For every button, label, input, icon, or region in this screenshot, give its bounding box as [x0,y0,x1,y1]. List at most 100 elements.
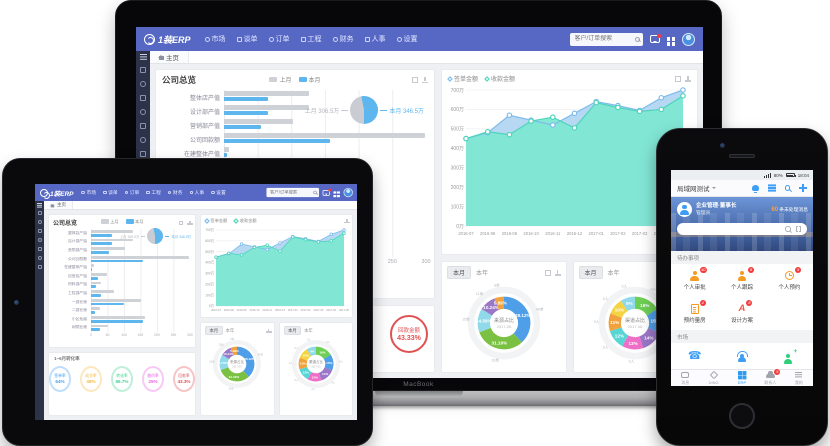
erp-logo[interactable]: 1装ERP [40,188,73,199]
tab-this-year[interactable]: 本年 [304,327,313,333]
download-icon[interactable] [685,75,691,82]
print-icon[interactable] [675,75,681,82]
tab-this-month[interactable]: 本月 [578,266,603,279]
menu-item[interactable]: 工程 [146,189,161,196]
message-icon[interactable] [322,188,331,196]
customer-service-shortcut[interactable] [718,343,765,369]
tab-chat[interactable]: 消息 [671,370,699,386]
settings-icon[interactable] [140,151,146,158]
tab-this-year[interactable]: 本年 [476,271,489,277]
search-icon[interactable] [312,190,317,195]
menu-item[interactable]: 订单 [124,189,139,196]
message-icon[interactable] [140,67,146,74]
menu-icon[interactable] [37,203,42,204]
scan-icon[interactable] [795,226,801,232]
tab-ding[interactable]: DING [699,370,727,386]
bar-row: 在建整体产值 [51,263,190,272]
tab-mine[interactable]: 我的 [785,370,813,386]
download-icon[interactable] [344,219,350,223]
tab-home[interactable]: 主页 [44,201,73,209]
staff-icon[interactable] [37,238,42,242]
list-icon[interactable] [767,187,776,189]
enterprise-banner[interactable]: 企业管理·董事长 管理员 60条未处理消息 [671,197,813,251]
settings-icon[interactable] [37,265,42,269]
menu-item[interactable]: 设置 [396,34,418,44]
staff-icon[interactable] [140,109,146,116]
plus-icon[interactable] [799,184,807,192]
orders-icon[interactable] [140,123,146,130]
svg-text:2016-08: 2016-08 [224,308,234,312]
search-icon[interactable] [140,137,146,144]
tab-this-month[interactable]: 本月 [283,326,302,335]
search-icon[interactable] [634,36,640,42]
menu-item[interactable]: 谈单 [236,34,258,44]
legend-item[interactable]: 本月 [125,219,143,225]
search-bar[interactable] [677,223,807,235]
tab-this-year[interactable]: 本年 [607,271,620,277]
print-icon[interactable] [412,77,418,83]
apps-icon[interactable] [666,37,670,41]
customer-icon[interactable] [37,229,42,233]
avatar[interactable] [682,32,695,46]
tab-this-year[interactable]: 本年 [225,327,235,333]
menu-item[interactable]: 财务 [167,189,183,196]
print-icon[interactable] [179,220,183,225]
menu-item[interactable]: 订单 [268,34,290,44]
tab-contacts[interactable]: 5 联系人 [764,368,781,385]
todo-item[interactable]: 40 个人审批 [683,267,707,291]
legend-item[interactable]: 上月 [100,219,119,225]
home-button[interactable] [729,403,755,429]
search-icon[interactable] [37,256,42,260]
menu-item[interactable]: 财务 [332,34,354,44]
legend-item[interactable]: 上月 [269,75,292,84]
menu-item[interactable]: 市场 [81,189,96,196]
todo-item[interactable]: 9 个人预约 [778,267,802,291]
print-icon[interactable] [544,269,551,276]
message-icon[interactable] [649,33,661,43]
battery-icon [785,173,796,177]
download-icon[interactable] [187,220,193,225]
legend-item[interactable]: 本月 [298,75,321,84]
menu-icon[interactable] [139,54,147,56]
tab-this-month[interactable]: 本月 [447,266,472,279]
download-icon[interactable] [265,328,272,333]
avatar[interactable] [677,202,692,217]
svg-text:38.12%: 38.12% [515,313,531,318]
menu-item[interactable]: 设置 [211,189,226,196]
org-icon[interactable] [140,81,146,88]
search-input[interactable] [268,189,313,196]
menu-item[interactable]: 市场 [204,34,226,44]
legend-item[interactable]: 签单金额 [204,218,227,224]
telephone-shortcut[interactable] [671,343,718,369]
download-icon[interactable] [422,77,428,83]
search-input[interactable] [572,35,635,43]
unread-messages[interactable]: 60条未处理消息 [771,207,808,213]
apps-icon[interactable] [332,191,336,194]
legend-item[interactable]: 收款金额 [484,74,515,83]
legend-item[interactable]: 签单金额 [447,74,478,83]
download-icon[interactable] [554,269,561,276]
org-icon[interactable] [37,220,42,224]
menu-icon [268,36,274,42]
todo-item[interactable]: 8 个人跟踪 [730,267,754,291]
tab-this-month[interactable]: 本月 [205,326,223,335]
menu-item[interactable]: 人事 [189,189,204,196]
erp-logo[interactable]: 1装ERP [144,33,191,46]
menu-item[interactable]: 工程 [300,34,322,44]
orders-icon[interactable] [37,247,42,251]
add-person-shortcut[interactable]: + [766,343,813,369]
todo-item[interactable]: 4 预约量房 [683,300,706,324]
tab-home[interactable]: 主页 [150,51,189,63]
workspace-selector[interactable]: 局域网测试 [677,183,716,193]
menu-item[interactable]: 谈单 [103,189,118,196]
svg-text:0人: 0人 [311,387,315,391]
legend-item[interactable]: 收款金额 [233,218,257,224]
tab-grid[interactable]: ERP [728,370,756,386]
customer-icon[interactable] [140,95,146,102]
avatar[interactable] [342,187,352,198]
search-icon[interactable] [784,185,790,191]
bell-icon[interactable] [751,185,759,193]
message-icon[interactable] [37,211,42,215]
menu-item[interactable]: 人事 [364,34,386,44]
